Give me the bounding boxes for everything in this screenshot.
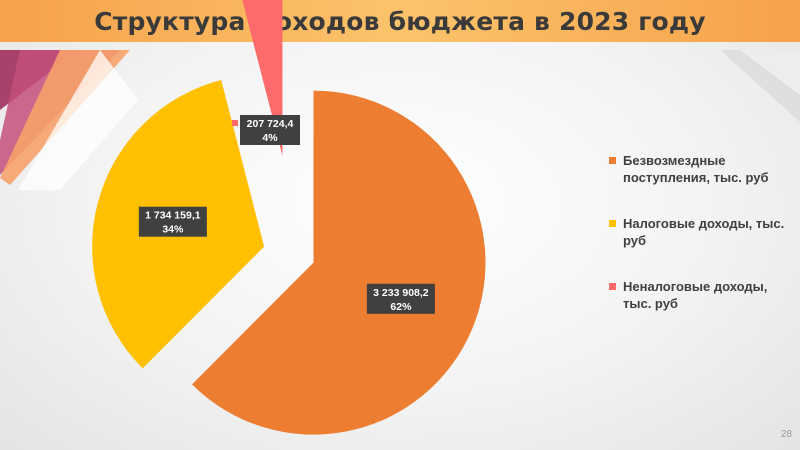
legend-label-tax: Налоговые доходы, тыс. руб (623, 216, 785, 248)
data-label-percent-nontax: 4% (262, 132, 278, 144)
legend-label-grants: Безвозмездные поступления, тыс. руб (623, 153, 769, 185)
data-label-percent-grants: 62% (390, 301, 412, 313)
data-label-nontax: 207 724,4 4% (232, 115, 300, 145)
legend-item-tax: Налоговые доходы, тыс. руб (609, 215, 789, 249)
page-title: Структура доходов бюджета в 2023 году (94, 6, 706, 36)
title-bar: Структура доходов бюджета в 2023 году (0, 0, 800, 42)
page-number: 28 (780, 429, 792, 440)
legend-swatch-grants (609, 157, 616, 164)
data-label-grants: 3 233 908,2 62% (366, 283, 435, 314)
legend-label-nontax: Неналоговые доходы, тыс. руб (623, 279, 768, 311)
data-label-box-nontax (240, 115, 300, 145)
data-label-value-grants: 3 233 908,2 (373, 287, 429, 299)
data-label-tax: 1 734 159,1 34% (138, 206, 207, 237)
chart-legend: Безвозмездные поступления, тыс. руб Нало… (609, 152, 789, 312)
data-label-box-tax (138, 206, 207, 237)
data-label-percent-tax: 34% (162, 224, 184, 236)
pie-slice-grants (192, 90, 486, 435)
data-label-value-nontax: 207 724,4 (247, 118, 294, 130)
legend-swatch-tax (609, 220, 616, 227)
data-label-value-tax: 1 734 159,1 (145, 210, 201, 222)
legend-item-nontax: Неналоговые доходы, тыс. руб (609, 278, 789, 312)
legend-swatch-nontax (609, 283, 616, 290)
legend-item-grants: Безвозмездные поступления, тыс. руб (609, 152, 789, 186)
data-label-marker-nontax (232, 120, 238, 126)
pie-slice-nontax (242, 0, 283, 156)
data-label-box-grants (366, 283, 435, 314)
